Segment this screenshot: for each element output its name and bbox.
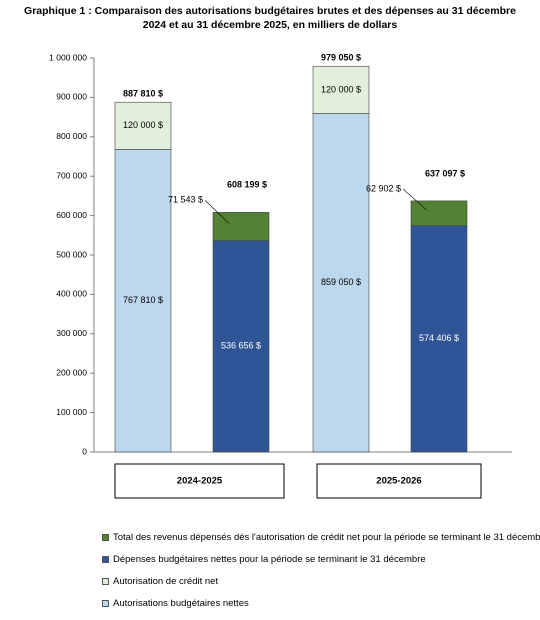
category-label: 2025-2026 bbox=[376, 476, 421, 487]
bar-total-label: 637 097 $ bbox=[425, 168, 465, 178]
bar-total-label: 887 810 $ bbox=[123, 89, 163, 99]
y-tick-label: 200 000 bbox=[56, 367, 87, 377]
legend-swatch-credit-net bbox=[102, 578, 109, 585]
bar-segment-label: 71 543 $ bbox=[168, 195, 203, 205]
bar-total-label: 608 199 $ bbox=[227, 180, 267, 190]
bar-segment-label: 767 810 $ bbox=[123, 295, 163, 305]
bar-segment bbox=[312, 113, 370, 453]
chart-legend: Total des revenus dépensés dès l'autoris… bbox=[102, 532, 540, 620]
bar-segment bbox=[212, 212, 270, 241]
bar-segment-label: 120 000 $ bbox=[123, 120, 163, 130]
category-box bbox=[316, 463, 482, 499]
bar-segment-label: 536 656 $ bbox=[221, 341, 261, 351]
legend-item-depenses-nettes: Dépenses budgétaires nettes pour la péri… bbox=[102, 554, 540, 565]
legend-label-depenses-nettes: Dépenses budgétaires nettes pour la péri… bbox=[113, 554, 426, 565]
bar-segment-label: 62 902 $ bbox=[366, 183, 401, 193]
legend-item-credit-net: Autorisation de crédit net bbox=[102, 576, 540, 587]
category-box bbox=[114, 463, 285, 499]
chart-plot: 0 100 000 200 000 300 000 400 000 500 000 600 … bbox=[49, 52, 512, 499]
bar-segment-label: 120 000 $ bbox=[321, 84, 361, 94]
y-tick-label: 500 000 bbox=[56, 249, 87, 259]
y-tick-label: 700 000 bbox=[56, 170, 87, 180]
leader-line bbox=[402, 188, 428, 211]
legend-swatch-revenus-depenses bbox=[102, 534, 109, 541]
y-tick-label: 0 bbox=[82, 446, 87, 456]
y-tick-label: 300 000 bbox=[56, 328, 87, 338]
bar-segment bbox=[410, 225, 468, 453]
leader-line bbox=[204, 200, 230, 224]
legend-label-revenus-depenses: Total des revenus dépensés dès l'autoris… bbox=[113, 532, 540, 543]
bar-segment-label: 574 406 $ bbox=[419, 333, 459, 343]
legend-swatch-depenses-nettes bbox=[102, 556, 109, 563]
y-tick-label: 1 000 000 bbox=[49, 52, 87, 62]
y-tick-label: 100 000 bbox=[56, 407, 87, 417]
y-tick-label: 400 000 bbox=[56, 289, 87, 299]
chart-title: Graphique 1 : Comparaison des autorisati… bbox=[24, 5, 516, 31]
bar-segment bbox=[312, 65, 370, 114]
bar-segment-label: 859 050 $ bbox=[321, 277, 361, 287]
y-tick-label: 600 000 bbox=[56, 210, 87, 220]
bar-total-label: 979 050 $ bbox=[321, 53, 361, 63]
legend-item-autorisations-nettes: Autorisations budgétaires nettes bbox=[102, 598, 540, 609]
legend-label-credit-net: Autorisation de crédit net bbox=[113, 576, 219, 587]
legend-swatch-autorisations-nettes bbox=[102, 600, 109, 607]
legend-item-revenus-depenses: Total des revenus dépensés dès l'autoris… bbox=[102, 532, 540, 543]
bar-segment bbox=[114, 149, 172, 453]
bar-segment bbox=[114, 101, 172, 150]
y-tick-label: 900 000 bbox=[56, 92, 87, 102]
category-label: 2024-2025 bbox=[177, 476, 223, 487]
y-tick-label: 800 000 bbox=[56, 131, 87, 141]
bar-segment bbox=[410, 200, 468, 226]
legend-label-autorisations-nettes: Autorisations budgétaires nettes bbox=[113, 598, 249, 609]
